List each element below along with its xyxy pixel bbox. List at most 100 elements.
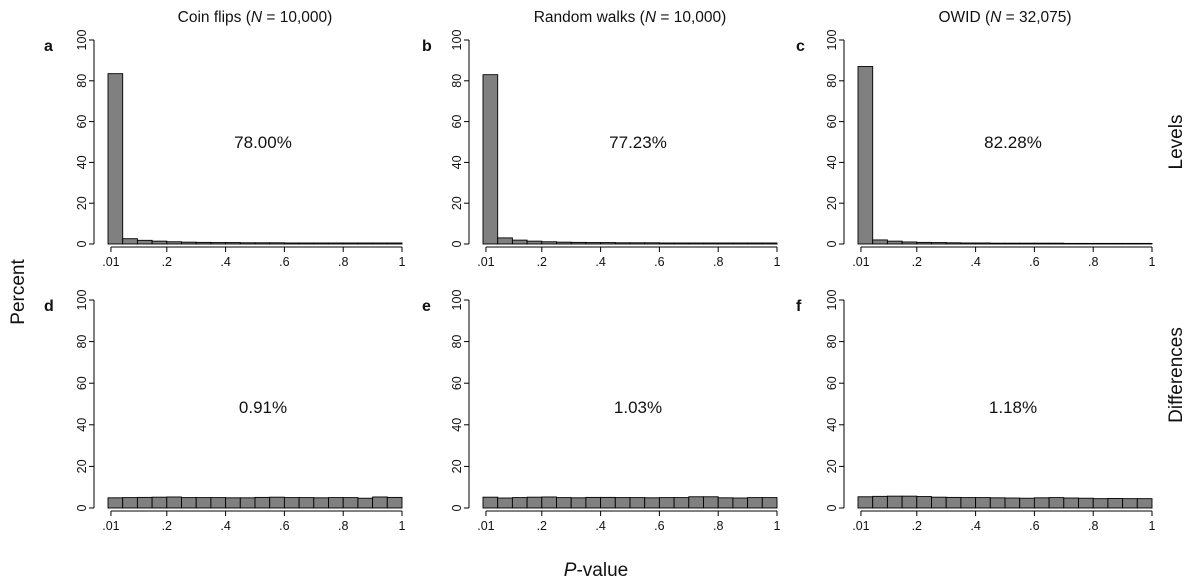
y-tick-label: 100 xyxy=(450,290,464,311)
histogram-bar xyxy=(511,497,528,509)
histogram-bar xyxy=(857,66,874,245)
y-tick-label: 40 xyxy=(450,418,464,432)
x-tick-label: 1 xyxy=(774,519,781,533)
histogram-bar xyxy=(225,242,241,245)
panel-letter: d xyxy=(44,298,54,315)
histogram-bar xyxy=(600,496,616,509)
x-tick-label: .01 xyxy=(477,255,494,269)
histogram-bar xyxy=(210,242,227,245)
y-tick-label: 80 xyxy=(75,335,89,349)
histogram-bar xyxy=(1122,242,1138,245)
histogram-bar xyxy=(1092,242,1109,245)
histogram-bar xyxy=(960,497,977,509)
x-tick-label: .2 xyxy=(162,519,172,533)
histogram-bar xyxy=(717,497,734,509)
histogram-bar xyxy=(747,242,763,245)
y-tick-label: 20 xyxy=(450,196,464,210)
y-tick-label: 60 xyxy=(75,376,89,390)
panel-d: d 0 20 40 60 80 100 .01 .2 .4 .6 .8 1 0.91% xyxy=(44,290,406,533)
histogram-bar xyxy=(886,495,903,509)
y-tick-label: 100 xyxy=(450,30,464,51)
histogram-bar xyxy=(570,497,587,509)
x-tick-label: .4 xyxy=(220,255,230,269)
histogram-bar xyxy=(945,496,962,509)
x-axis-title-p: P xyxy=(564,560,577,581)
histogram-bar xyxy=(931,496,947,509)
percent-annotation: 1.03% xyxy=(614,398,662,417)
y-tick-label: 0 xyxy=(75,240,89,247)
histogram-bar xyxy=(166,241,182,245)
x-tick-label: .4 xyxy=(220,519,230,533)
x-tick-label: .01 xyxy=(852,519,869,533)
y-tick-label: 40 xyxy=(75,155,89,169)
histogram-bar xyxy=(239,497,256,509)
histogram-bar xyxy=(1063,242,1079,245)
histogram-bar xyxy=(658,242,675,245)
histogram-bar xyxy=(703,242,719,245)
x-tick-label: 1 xyxy=(1149,255,1156,269)
y-tick-label: 60 xyxy=(825,376,839,390)
histogram-bar xyxy=(644,242,660,245)
histogram-bar xyxy=(526,240,543,245)
histogram-bar xyxy=(1048,497,1065,509)
x-tick-label: .8 xyxy=(338,255,348,269)
x-tick-label: 1 xyxy=(399,519,406,533)
histogram-bar xyxy=(901,495,918,509)
x-tick-label: .2 xyxy=(537,255,547,269)
histogram-bar xyxy=(761,242,778,245)
column-title-n: N xyxy=(645,9,657,26)
y-tick-label: 60 xyxy=(450,376,464,390)
histogram-bar xyxy=(945,242,962,245)
y-tick-label: 20 xyxy=(75,196,89,210)
x-tick-label: 1 xyxy=(1149,519,1156,533)
column-title-n: N xyxy=(251,9,263,26)
x-tick-label: .6 xyxy=(279,255,289,269)
histogram-bar xyxy=(541,241,557,245)
histogram-bar xyxy=(136,239,153,245)
panel-b: b 0 20 40 60 80 100 .01 .2 .4 .6 .8 1 77.23% xyxy=(422,30,781,269)
histogram-bar xyxy=(747,497,763,509)
histogram-bar xyxy=(497,237,513,245)
y-tick-label: 0 xyxy=(450,504,464,511)
y-tick-label: 60 xyxy=(450,115,464,129)
x-tick-label: 1 xyxy=(774,255,781,269)
histogram-bar xyxy=(181,497,197,509)
histogram-bar xyxy=(166,496,182,509)
x-tick-label: .8 xyxy=(1088,255,1098,269)
histogram-bar xyxy=(1033,242,1050,245)
y-tick-label: 0 xyxy=(450,240,464,247)
percent-annotation: 82.28% xyxy=(984,133,1042,152)
histogram-bar xyxy=(916,496,932,509)
histogram-bar xyxy=(269,496,285,509)
y-tick-label: 80 xyxy=(450,335,464,349)
histogram-bar xyxy=(298,242,315,245)
histogram-bar xyxy=(1063,497,1079,509)
y-tick-label: 60 xyxy=(825,115,839,129)
histogram-bar xyxy=(886,240,903,245)
histogram-bar xyxy=(328,242,344,245)
histogram-bar xyxy=(1136,242,1153,245)
column-title: Random walks (N = 10,000) xyxy=(534,9,727,26)
histogram-bar xyxy=(857,496,874,509)
histogram-bar xyxy=(283,497,300,509)
y-tick-label: 0 xyxy=(825,504,839,511)
x-axis-title: P-value xyxy=(564,560,628,581)
histogram-bar xyxy=(195,497,212,509)
histogram-bar xyxy=(181,241,197,245)
panel-c: c 0 20 40 60 80 100 .01 .2 .4 .6 .8 1 82.28% xyxy=(796,30,1156,269)
histogram-bar xyxy=(313,242,329,245)
histogram-bar xyxy=(1092,498,1109,509)
histogram-bar xyxy=(107,497,124,509)
y-tick-label: 60 xyxy=(75,115,89,129)
histogram-bar xyxy=(732,242,749,245)
histogram-bar xyxy=(975,242,991,245)
histogram-bar xyxy=(600,242,616,245)
x-tick-label: .01 xyxy=(852,255,869,269)
panel-letter: b xyxy=(422,38,432,55)
column-title: Coin flips (N = 10,000) xyxy=(178,9,333,26)
histogram-bar xyxy=(151,496,168,509)
histogram-bar xyxy=(1078,497,1094,509)
panel-e: e 0 20 40 60 80 100 .01 .2 .4 .6 .8 1 1.03% xyxy=(422,290,781,533)
column-title-n: N xyxy=(990,9,1002,26)
